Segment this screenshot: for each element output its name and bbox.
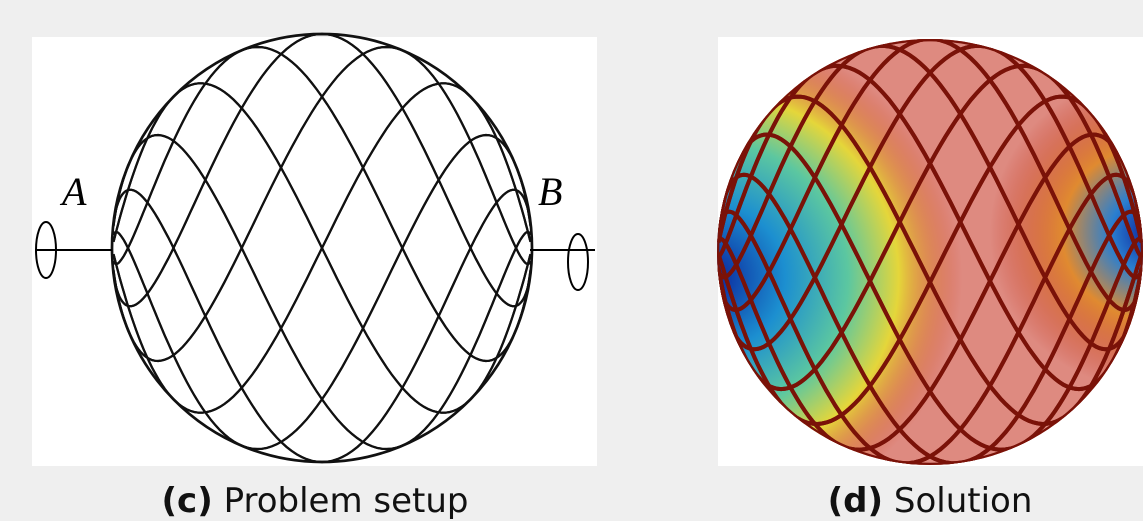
caption-text: Solution: [894, 481, 1033, 521]
caption: (c) Problem setup: [162, 481, 469, 521]
page: A B (c) Problem setup (d) Solution (() =…: [0, 0, 1143, 521]
caption-label: (d): [828, 481, 883, 521]
caption-label: (c): [162, 481, 213, 521]
annotation: B: [538, 169, 562, 214]
annotation: A: [59, 169, 87, 214]
caption: (d) Solution: [828, 481, 1033, 521]
panel-left: [32, 37, 597, 466]
figure: A B (c) Problem setup (d) Solution: [0, 0, 1143, 521]
caption-text: Problem setup: [224, 481, 469, 521]
